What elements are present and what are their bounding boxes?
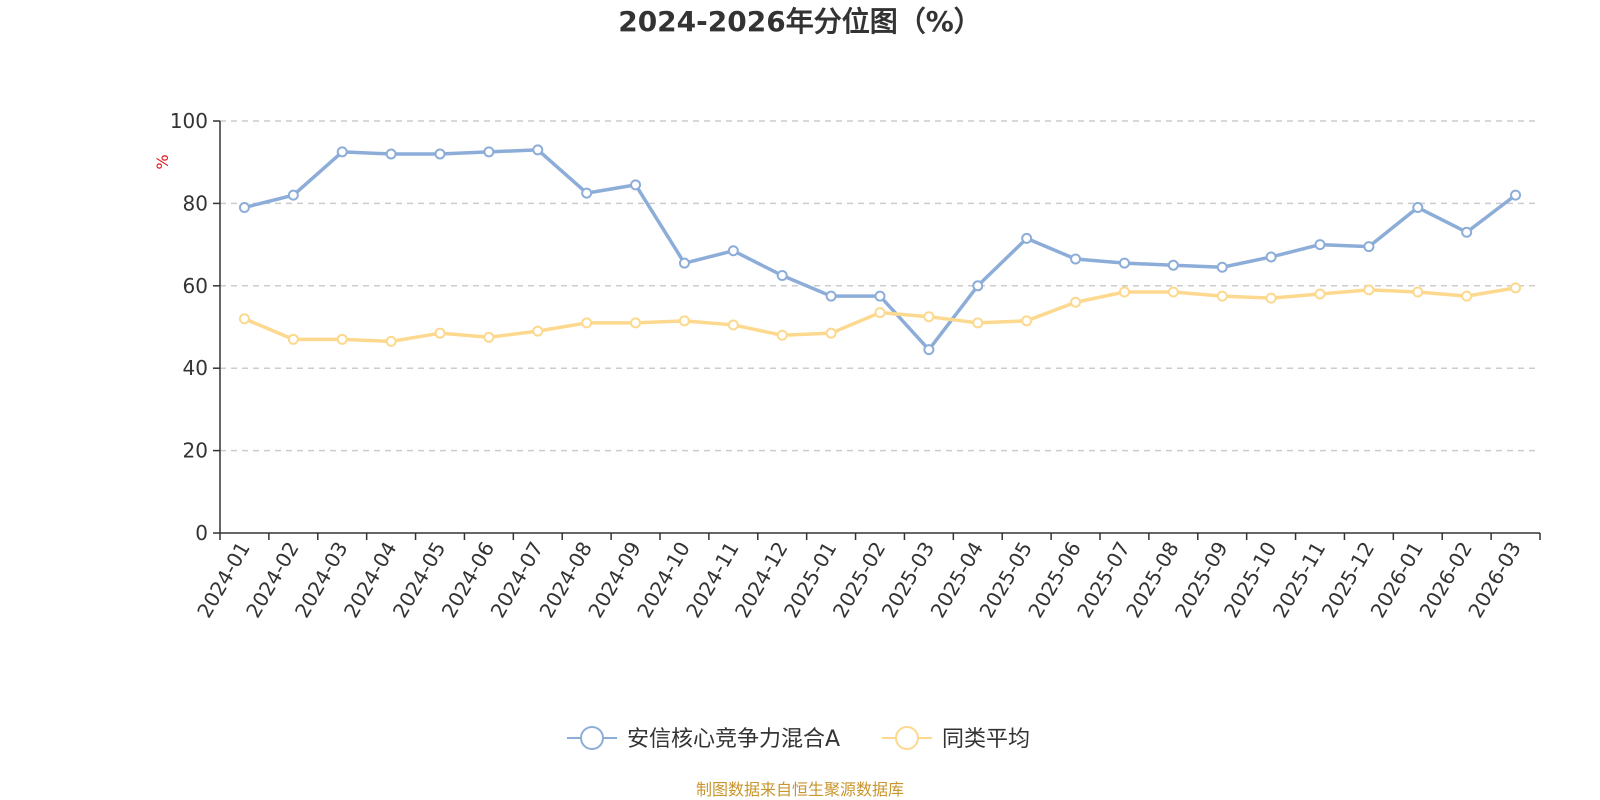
axes: 020406080100%2024-012024-022024-032024-0… bbox=[153, 109, 1541, 622]
data-point bbox=[1216, 290, 1228, 302]
data-point bbox=[874, 290, 886, 302]
legend-circle-icon bbox=[580, 726, 604, 750]
data-point bbox=[1363, 284, 1375, 296]
y-axis-label: % bbox=[153, 154, 172, 169]
data-point bbox=[1461, 226, 1473, 238]
data-point bbox=[287, 189, 299, 201]
data-point bbox=[972, 280, 984, 292]
data-point bbox=[1070, 253, 1082, 265]
data-point bbox=[630, 317, 642, 329]
data-point bbox=[776, 270, 788, 281]
data-point bbox=[776, 329, 788, 341]
data-point bbox=[336, 146, 348, 158]
data-point bbox=[825, 290, 837, 302]
y-tick-label: 80 bbox=[183, 191, 208, 215]
data-point bbox=[972, 317, 984, 329]
data-point bbox=[532, 144, 544, 156]
data-point bbox=[238, 313, 250, 325]
data-point bbox=[1412, 286, 1424, 298]
data-point bbox=[1118, 257, 1130, 269]
data-point bbox=[1070, 296, 1082, 308]
data-point bbox=[923, 311, 935, 323]
data-point bbox=[287, 333, 299, 345]
data-point bbox=[1167, 259, 1179, 271]
data-point bbox=[581, 187, 593, 199]
legend-label: 安信核心竞争力混合A bbox=[627, 727, 840, 752]
data-point bbox=[825, 327, 837, 339]
y-tick-label: 20 bbox=[183, 439, 208, 463]
legend-item-1[interactable]: 安信核心竞争力混合A bbox=[567, 726, 840, 752]
data-point bbox=[1167, 286, 1179, 298]
data-point bbox=[923, 344, 935, 356]
data-point bbox=[385, 335, 397, 347]
data-point bbox=[581, 317, 593, 329]
data-point bbox=[434, 148, 446, 160]
data-point bbox=[1118, 286, 1130, 298]
data-point bbox=[1510, 282, 1522, 294]
y-tick-label: 0 bbox=[195, 521, 208, 545]
data-point bbox=[1314, 239, 1326, 251]
data-point bbox=[483, 331, 495, 343]
data-point bbox=[336, 333, 348, 345]
y-tick-label: 100 bbox=[170, 109, 208, 133]
legend-circle-icon bbox=[895, 726, 919, 750]
chart-title: 2024-2026年分位图（%） bbox=[618, 5, 982, 38]
data-point bbox=[678, 257, 690, 269]
series-lines bbox=[238, 144, 1522, 356]
legend[interactable]: 安信核心竞争力混合A 同类平均 bbox=[567, 726, 1030, 752]
series-line-1 bbox=[244, 148, 1517, 352]
data-point bbox=[532, 325, 544, 337]
data-point bbox=[1216, 261, 1228, 273]
legend-item-2[interactable]: 同类平均 bbox=[882, 726, 1030, 752]
data-point bbox=[385, 148, 397, 160]
data-point bbox=[483, 146, 495, 158]
data-point bbox=[1021, 315, 1033, 327]
data-point bbox=[727, 245, 739, 257]
data-point bbox=[1363, 241, 1375, 253]
data-point bbox=[678, 315, 690, 327]
data-point bbox=[1021, 232, 1033, 244]
data-point bbox=[727, 319, 739, 331]
data-point bbox=[1265, 251, 1277, 263]
data-point bbox=[1412, 202, 1424, 214]
data-point bbox=[434, 327, 446, 339]
data-point bbox=[1265, 292, 1277, 304]
source-note: 制图数据来自恒生聚源数据库 bbox=[695, 780, 904, 799]
y-tick-label: 60 bbox=[183, 274, 208, 298]
y-tick-label: 40 bbox=[183, 356, 208, 380]
data-point bbox=[630, 179, 642, 191]
legend-label: 同类平均 bbox=[942, 727, 1030, 752]
data-point bbox=[1510, 189, 1522, 201]
data-point bbox=[1314, 288, 1326, 300]
data-point bbox=[238, 202, 250, 214]
data-point bbox=[874, 307, 886, 319]
grid-lines bbox=[220, 120, 1540, 452]
data-point bbox=[1461, 290, 1473, 302]
